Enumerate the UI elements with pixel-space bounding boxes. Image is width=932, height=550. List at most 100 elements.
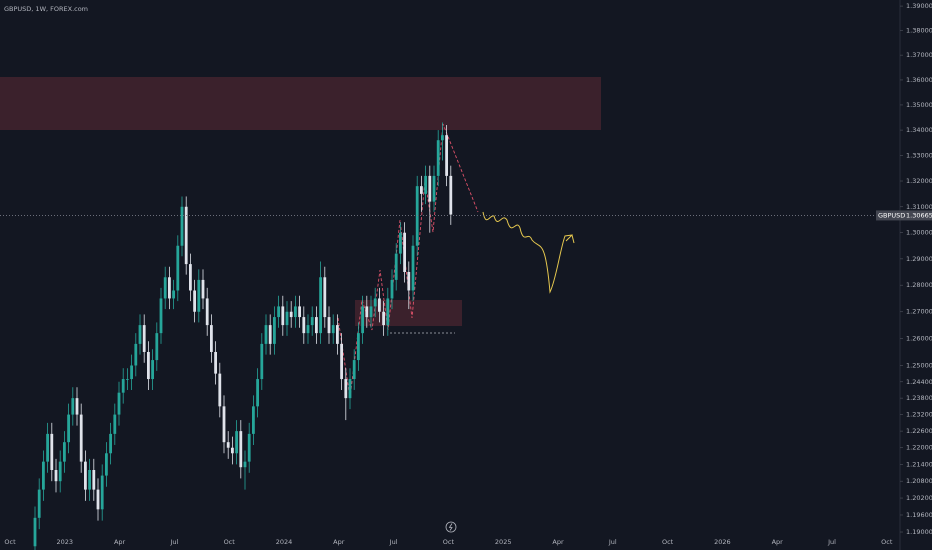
y-tick-label: 1.33000 (906, 151, 932, 159)
candle-body (218, 373, 222, 407)
candle-body (298, 306, 301, 318)
candle-body (109, 433, 112, 454)
candle-body (340, 343, 343, 380)
candle-body (172, 290, 175, 299)
candle-body (163, 277, 167, 299)
candle-body (231, 447, 234, 454)
candle-body (357, 333, 360, 361)
y-tick-label: 1.19600 (906, 511, 932, 519)
symbol-label: GBPUSD (878, 211, 905, 219)
candle-body (243, 461, 247, 468)
candle-body (281, 306, 285, 326)
y-tick-label: 1.24400 (906, 378, 932, 386)
candle-body (327, 317, 331, 334)
candle-body (147, 351, 150, 380)
last-price-box (876, 210, 932, 221)
candle-body (130, 365, 133, 380)
candle-body (390, 279, 394, 299)
candle-body (226, 442, 230, 448)
candle-body (134, 343, 138, 366)
candle-body (214, 351, 217, 374)
candle-body (294, 306, 297, 318)
candle-body (306, 325, 310, 334)
candle-body (399, 232, 402, 254)
y-tick-label: 1.19000 (906, 528, 932, 536)
x-tick-label: 2024 (276, 538, 293, 546)
y-tick-label: 1.21400 (906, 460, 932, 468)
y-tick-label: 1.34000 (906, 126, 932, 134)
y-tick-label: 1.30000 (906, 229, 932, 237)
candle-body (37, 489, 41, 518)
candle-body (151, 360, 154, 380)
candle-body (210, 325, 213, 352)
candle-body (424, 175, 427, 194)
y-tick-label: 1.29000 (906, 255, 932, 263)
candle-body (336, 325, 339, 344)
y-tick-label: 1.32000 (906, 177, 932, 185)
candle-body (71, 398, 75, 415)
x-tick-label: Apr (333, 538, 345, 546)
x-tick-label: 2026 (714, 538, 731, 546)
candle-body (138, 325, 142, 344)
candle-body (432, 175, 436, 202)
candle-body (344, 379, 348, 399)
x-tick-label: Jul (169, 538, 178, 546)
candle-body (411, 245, 415, 291)
candle-body (352, 360, 356, 380)
candle-body (75, 398, 79, 415)
candle-body (100, 475, 104, 510)
candle-body (310, 317, 314, 326)
candle-body (445, 135, 448, 176)
y-tick-label: 1.20800 (906, 477, 932, 485)
x-tick-label: Jul (389, 538, 398, 546)
y-tick-label: 1.27000 (906, 308, 932, 316)
chart-title: GBPUSD, 1W, FOREX.com (4, 5, 88, 13)
candle-body (142, 325, 146, 352)
y-tick-label: 1.36000 (906, 76, 932, 84)
candle-body (415, 186, 419, 246)
footer-icon (445, 521, 457, 533)
x-tick-label: Apr (114, 538, 126, 546)
y-tick-label: 1.25000 (906, 361, 932, 369)
candle-body (46, 433, 49, 462)
candle-body (155, 333, 159, 361)
candle-body (58, 461, 62, 482)
x-tick-label: 2023 (57, 538, 74, 546)
y-tick-label: 1.31000 (906, 203, 932, 211)
y-tick-label: 1.35000 (906, 101, 932, 109)
x-tick-label: Oct (662, 538, 674, 546)
candle-body (365, 306, 369, 318)
forecast-path (482, 211, 575, 294)
candle-body (252, 406, 255, 434)
candle-body (92, 469, 96, 490)
candle-body (289, 311, 293, 318)
candle-body (189, 264, 192, 291)
candle-body (369, 306, 373, 318)
x-tick-label: 2025 (495, 538, 512, 546)
y-tick-label: 1.26000 (906, 335, 932, 343)
candle-body (113, 414, 117, 434)
candle-body (159, 298, 163, 334)
candle-body (348, 379, 352, 399)
candle-body (386, 298, 390, 326)
candle-body (54, 469, 58, 482)
projection-arrow (337, 123, 479, 399)
y-tick-label: 1.38000 (906, 27, 932, 35)
candle-body (50, 433, 54, 470)
candle-body (264, 325, 268, 344)
candle-body (382, 311, 385, 326)
candle-body (403, 232, 406, 272)
candle-body (117, 392, 121, 415)
candle-body (176, 245, 180, 291)
candle-body (222, 406, 226, 443)
candle-body (247, 433, 251, 462)
candle-body (273, 317, 276, 344)
candle-body (205, 298, 209, 326)
candle-body (33, 517, 37, 547)
candle-body (63, 442, 66, 462)
x-tick-label: Apr (772, 538, 784, 546)
candle-body (407, 271, 411, 291)
candle-body (268, 325, 272, 344)
x-tick-label: Jul (827, 538, 836, 546)
